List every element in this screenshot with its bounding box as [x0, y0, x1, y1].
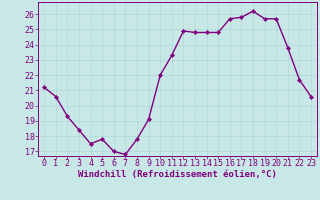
X-axis label: Windchill (Refroidissement éolien,°C): Windchill (Refroidissement éolien,°C) — [78, 170, 277, 179]
